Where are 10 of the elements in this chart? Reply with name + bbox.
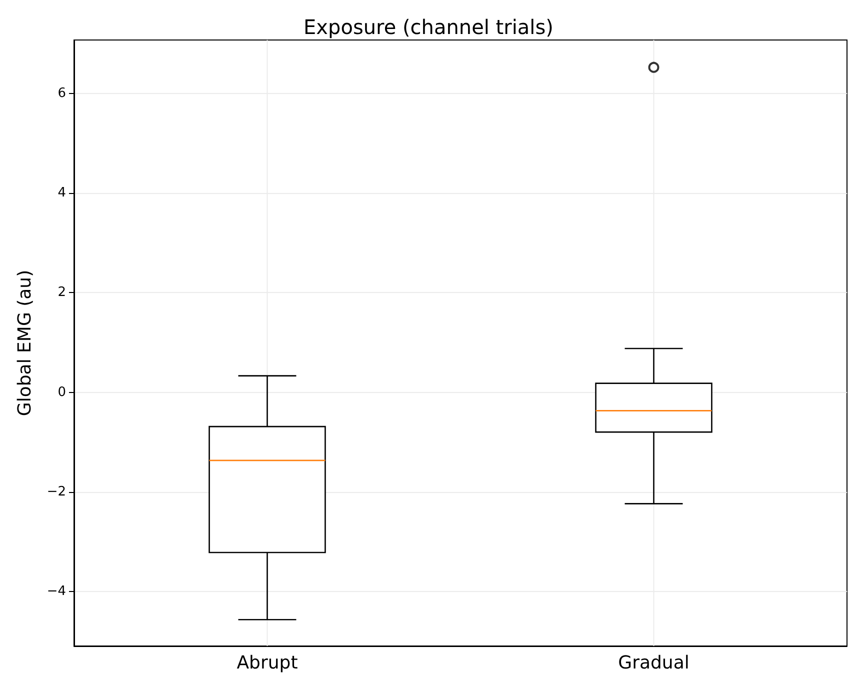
y-tick-label: 4 — [58, 186, 66, 201]
chart-title: Exposure (channel trials) — [304, 15, 554, 39]
x-tick-label: Abrupt — [236, 652, 298, 674]
y-tick-label: 6 — [58, 86, 66, 102]
y-axis-title: Global EMG (au) — [14, 270, 36, 416]
y-tick-label: −4 — [46, 584, 66, 599]
y-tick-label: −2 — [46, 484, 66, 500]
x-tick-label: Gradual — [618, 652, 690, 674]
y-tick-label: 0 — [58, 384, 66, 400]
y-tick-label: 2 — [58, 285, 66, 300]
